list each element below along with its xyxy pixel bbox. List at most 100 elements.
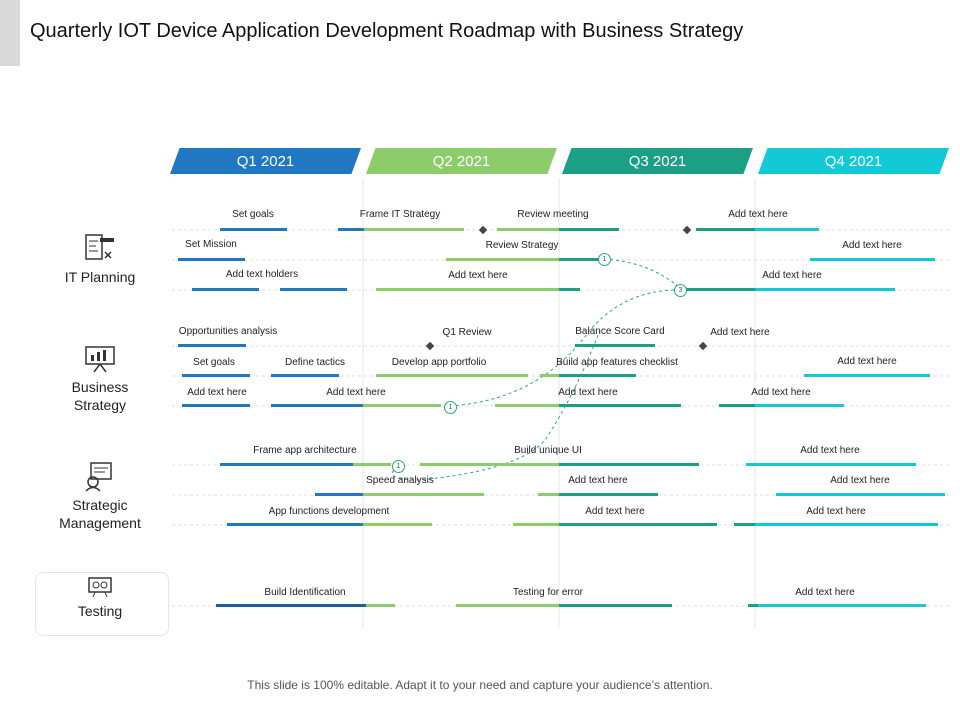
task-label: Testing for error [512,587,584,598]
task-label: Set Mission [185,239,237,250]
task-label: Review meeting [517,209,589,220]
task-bar [182,404,250,407]
task-bar [559,404,681,407]
task-bar [748,604,758,607]
task-bar [755,404,844,407]
task-label: Frame app architecture [253,445,357,456]
category-label: Business [71,379,129,395]
task-bar [559,493,658,496]
task-label: Opportunities analysis [178,326,278,337]
task-bar [363,493,484,496]
category-testing: Testing [50,576,150,620]
task-bar [755,523,938,526]
task-bar [363,404,441,407]
task-label: Add text here [795,587,855,598]
task-label: Add text here [187,387,247,398]
task-bar [338,228,364,231]
task-bar [220,228,287,231]
task-label: Review Strategy [485,240,559,251]
category-label: Management [59,515,141,531]
task-bar [758,604,926,607]
quarter-header-q2: Q2 2021 [366,148,557,174]
task-bar [497,228,559,231]
task-bar [513,523,559,526]
task-label: Add text here [448,270,508,281]
task-label: Add text holders [225,269,299,280]
task-bar [446,258,559,261]
task-bar [804,374,930,377]
dependency-connector [392,329,601,481]
dependency-marker: 1 [598,253,611,266]
task-bar [315,493,363,496]
task-bar [559,463,699,466]
task-bar [366,604,395,607]
task-bar [363,523,432,526]
category-label: Strategy [73,397,127,413]
task-label: Add text here [842,240,902,251]
task-bar [495,404,559,407]
task-bar [364,228,464,231]
accent-bar [0,0,20,66]
task-bar [280,288,347,291]
task-label: Balance Score Card [575,326,665,337]
task-label: Define tactics [284,357,346,368]
task-label: Add text here [800,445,860,456]
task-bar [420,463,559,466]
task-bar [220,463,353,466]
task-label: Add text here [806,506,866,517]
task-bar [178,258,245,261]
dependency-marker: 1 [444,401,457,414]
dependency-marker: 1 [392,460,405,473]
task-label: Add text here [830,475,890,486]
task-label: Add text here [837,356,897,367]
task-bar [182,374,250,377]
task-label: Build Identification [264,587,346,598]
task-bar [746,463,916,466]
task-bar [559,523,717,526]
task-bar [271,404,363,407]
task-bar [559,228,619,231]
category-business-strategy: Business Strategy [50,344,150,414]
quarter-header-q1: Q1 2021 [170,148,361,174]
task-label: Add text here [751,387,811,398]
category-it-planning: IT Planning [50,232,150,286]
task-bar [734,523,755,526]
task-bar [776,493,945,496]
dependency-marker: 3 [674,284,687,297]
strategic-management-icon [85,462,112,492]
task-bar [227,523,363,526]
task-bar [559,374,636,377]
task-bar [178,344,246,347]
category-label: Strategic [72,497,128,513]
task-bar [540,374,559,377]
task-label: Add text here [710,327,770,338]
task-bar [376,288,559,291]
task-bar [559,604,672,607]
task-label: App functions development [268,506,390,517]
category-strategic-management: Strategic Management [45,460,155,532]
dependency-connector [603,258,681,289]
task-bar [538,493,559,496]
task-bar [353,463,391,466]
testing-icon [88,577,112,598]
dependency-connector [449,289,679,407]
task-bar [456,604,559,607]
task-label: Frame IT Strategy [359,209,441,220]
task-bar [810,258,935,261]
task-bar [559,258,600,261]
task-label: Set goals [193,357,235,368]
task-label: Add text here [728,209,788,220]
task-bar [755,228,819,231]
task-bar [719,404,755,407]
task-label: Q1 Review [442,327,492,338]
task-label: Develop app portfolio [391,357,487,368]
category-label: IT Planning [64,269,136,285]
task-bar [192,288,259,291]
quarter-header-q3: Q3 2021 [562,148,753,174]
page-title: Quarterly IOT Device Application Develop… [30,20,744,42]
category-label: Testing [77,603,123,619]
task-label: Speed analysis [366,475,434,486]
task-label: Add text here [568,475,628,486]
task-bar [696,228,755,231]
task-bar [376,374,528,377]
